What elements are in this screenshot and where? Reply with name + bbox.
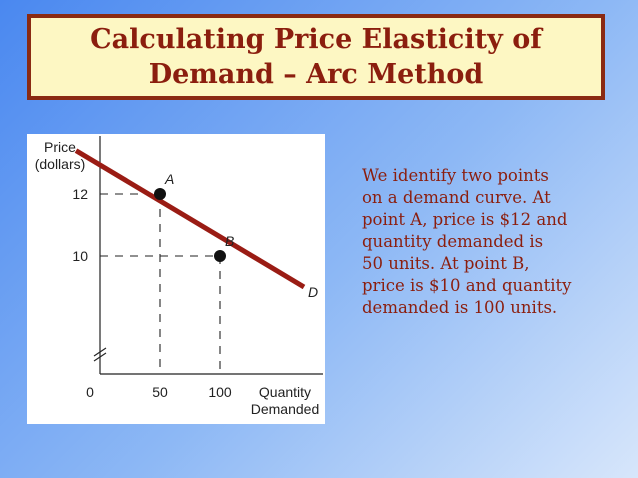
x-axis-label-line-1: Quantity [259,384,311,400]
chart-svg: D A B 10 12 0 50 100 Price(dollars) QuantityDeman… [35,136,323,417]
y-axis-break-mark-2 [93,352,107,362]
y-tick-label-12: 12 [72,186,88,202]
description-line-3: point A, price is $12 and [362,210,568,229]
y-axis-break-mark-1 [93,347,107,357]
x-tick-label-50: 50 [152,384,168,400]
description-line-4: quantity demanded is [362,232,544,251]
y-axis-label-line-1: Price [44,139,76,155]
point-a-label: A [164,171,174,187]
y-tick-label-10: 10 [72,248,88,264]
description-line-6: price is $10 and quantity [362,276,572,295]
slide-title-box: Calculating Price Elasticity of Demand –… [27,14,605,100]
slide-title-line-1: Calculating Price Elasticity of [90,24,542,55]
demand-curve-label: D [308,284,318,300]
demand-curve-line [74,148,306,290]
demand-curve-chart: D A B 10 12 0 50 100 Price (dollars) Quantity Deman… [27,134,325,424]
slide-title-line-2: Demand – Arc Method [148,59,484,90]
x-axis-label-line-2: Demanded [251,401,320,417]
description-line-2: on a demand curve. At [362,188,551,207]
y-axis-label-line-2: (dollars) [35,156,86,172]
x-tick-label-100: 100 [208,384,232,400]
point-a-marker [154,188,166,200]
description-line-5: 50 units. At point B, [362,254,530,273]
x-tick-label-0: 0 [86,384,94,400]
description-line-7: demanded is 100 units. [362,298,558,317]
point-b-marker [214,250,226,262]
point-b-label: B [225,233,234,249]
description-line-1: We identify two points [362,166,549,185]
description-text: We identify two points on a demand curve… [362,165,612,319]
